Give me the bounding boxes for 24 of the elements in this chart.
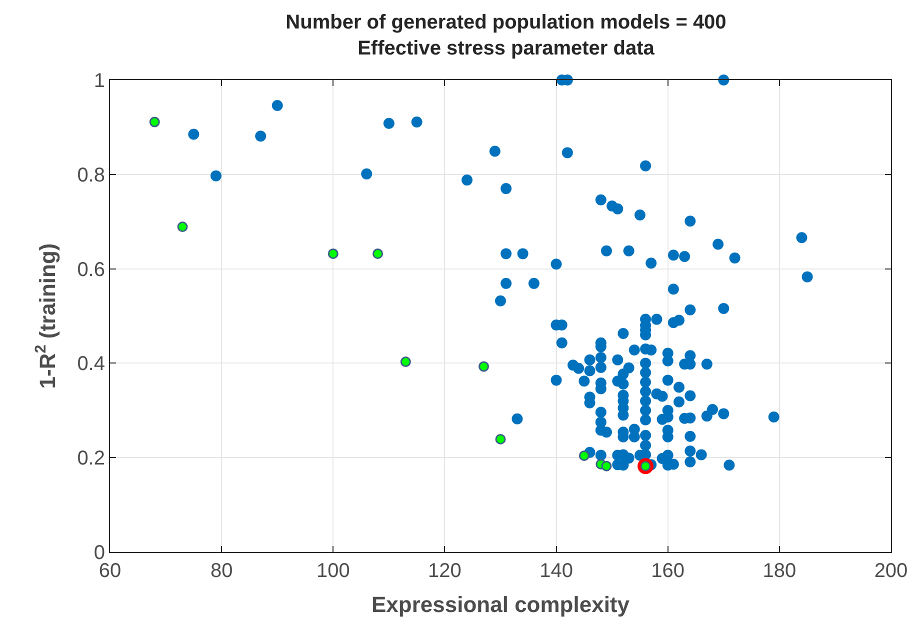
point	[149, 116, 160, 128]
y-tick-label: 0.8	[77, 164, 105, 186]
y-tick-label: 0.4	[77, 353, 105, 376]
point	[601, 460, 612, 472]
chart-title: Number of generated population models = 400 Effective stress parameter data	[286, 11, 726, 60]
point	[400, 356, 411, 368]
x-tick-label: 120	[428, 560, 462, 582]
point	[495, 434, 506, 444]
x-tick-label: 100	[316, 560, 350, 582]
point	[638, 458, 654, 474]
point	[328, 248, 338, 259]
x-tick-label: 180	[762, 560, 796, 582]
y-tick-label: 0.6	[77, 258, 105, 281]
y-tick-label: 0.2	[77, 448, 105, 470]
x-tick-label: 80	[210, 560, 233, 582]
point	[177, 222, 188, 232]
x-tick-label: 200	[874, 560, 908, 582]
y-tick-label: 1	[94, 70, 105, 92]
point	[372, 248, 384, 259]
x-tick-label: 160	[651, 560, 685, 582]
point	[478, 361, 490, 372]
x-axis-title: Expressional complexity	[372, 592, 630, 617]
point	[578, 450, 590, 461]
x-tick-label: 140	[540, 560, 573, 582]
